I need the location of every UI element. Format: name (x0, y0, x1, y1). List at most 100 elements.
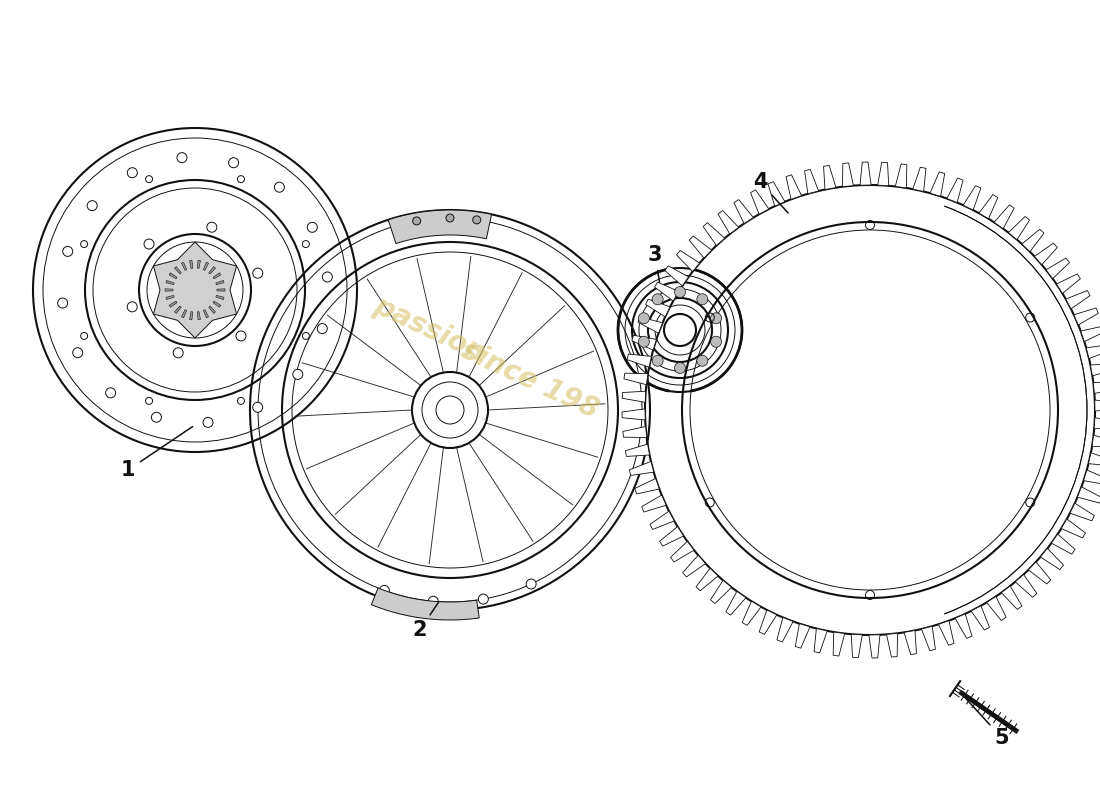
Polygon shape (621, 409, 646, 420)
Polygon shape (913, 167, 926, 191)
Polygon shape (750, 190, 769, 214)
Polygon shape (1092, 435, 1100, 447)
Circle shape (696, 355, 707, 366)
Polygon shape (843, 163, 854, 186)
Polygon shape (175, 306, 182, 314)
Polygon shape (213, 301, 221, 307)
Circle shape (696, 294, 707, 305)
Polygon shape (851, 634, 862, 658)
Polygon shape (1089, 453, 1100, 466)
Circle shape (322, 272, 332, 282)
Polygon shape (169, 273, 177, 279)
Polygon shape (683, 555, 705, 577)
Polygon shape (971, 606, 989, 630)
Polygon shape (1090, 363, 1100, 376)
Polygon shape (166, 281, 174, 285)
Polygon shape (189, 260, 192, 268)
Polygon shape (623, 391, 646, 402)
Polygon shape (1086, 345, 1100, 358)
Polygon shape (833, 632, 845, 656)
Polygon shape (209, 306, 216, 314)
Polygon shape (1093, 382, 1100, 394)
Polygon shape (626, 444, 649, 457)
Polygon shape (1074, 308, 1099, 325)
Polygon shape (1022, 230, 1044, 252)
Polygon shape (964, 186, 981, 210)
Circle shape (379, 586, 389, 595)
Polygon shape (671, 542, 694, 562)
Text: 5: 5 (960, 692, 1010, 748)
Polygon shape (703, 222, 725, 246)
Circle shape (293, 370, 303, 379)
Polygon shape (904, 630, 916, 654)
Polygon shape (641, 495, 667, 512)
Polygon shape (182, 310, 187, 318)
Polygon shape (947, 178, 964, 202)
Polygon shape (166, 295, 174, 299)
Circle shape (73, 348, 82, 358)
Circle shape (478, 594, 488, 604)
Polygon shape (623, 426, 647, 438)
Polygon shape (204, 310, 209, 318)
Circle shape (317, 324, 328, 334)
Polygon shape (878, 162, 889, 186)
Polygon shape (1028, 562, 1050, 584)
Circle shape (253, 268, 263, 278)
Circle shape (207, 222, 217, 232)
Circle shape (526, 579, 536, 589)
Polygon shape (786, 174, 802, 199)
Polygon shape (631, 335, 657, 350)
Text: 4: 4 (752, 172, 788, 213)
Polygon shape (824, 166, 836, 190)
Text: passion: passion (370, 292, 491, 368)
Polygon shape (726, 591, 746, 615)
Polygon shape (1034, 243, 1057, 265)
Polygon shape (1080, 326, 1100, 342)
Polygon shape (1015, 574, 1037, 598)
Circle shape (274, 182, 285, 192)
Polygon shape (204, 262, 209, 270)
Circle shape (229, 158, 239, 168)
Polygon shape (1094, 400, 1100, 411)
Polygon shape (627, 354, 651, 367)
Polygon shape (696, 568, 718, 590)
Polygon shape (372, 588, 480, 620)
Polygon shape (660, 526, 683, 546)
Polygon shape (1094, 418, 1100, 429)
Polygon shape (197, 312, 200, 320)
Circle shape (638, 336, 649, 347)
Polygon shape (887, 634, 898, 657)
Circle shape (63, 246, 73, 256)
Polygon shape (629, 462, 653, 475)
Circle shape (152, 412, 162, 422)
Polygon shape (1041, 549, 1064, 570)
Polygon shape (1070, 503, 1094, 521)
Polygon shape (635, 478, 659, 494)
Polygon shape (638, 317, 662, 333)
Polygon shape (1046, 258, 1069, 278)
Circle shape (204, 418, 213, 427)
Polygon shape (1009, 217, 1030, 240)
Polygon shape (804, 170, 818, 194)
Polygon shape (209, 266, 216, 274)
Polygon shape (650, 511, 674, 530)
Polygon shape (388, 210, 492, 243)
Text: 3: 3 (648, 245, 662, 282)
Circle shape (144, 239, 154, 249)
Polygon shape (216, 295, 224, 299)
Polygon shape (938, 621, 954, 646)
Polygon shape (979, 194, 998, 218)
Circle shape (253, 402, 263, 412)
Polygon shape (1052, 534, 1075, 554)
Polygon shape (646, 299, 670, 317)
Polygon shape (711, 580, 732, 603)
Polygon shape (624, 373, 648, 385)
Polygon shape (182, 262, 187, 270)
Polygon shape (742, 602, 761, 626)
Polygon shape (1001, 586, 1022, 610)
Polygon shape (197, 260, 200, 268)
Circle shape (674, 286, 685, 298)
Polygon shape (1066, 290, 1090, 309)
Polygon shape (1077, 487, 1100, 503)
Polygon shape (690, 236, 712, 258)
